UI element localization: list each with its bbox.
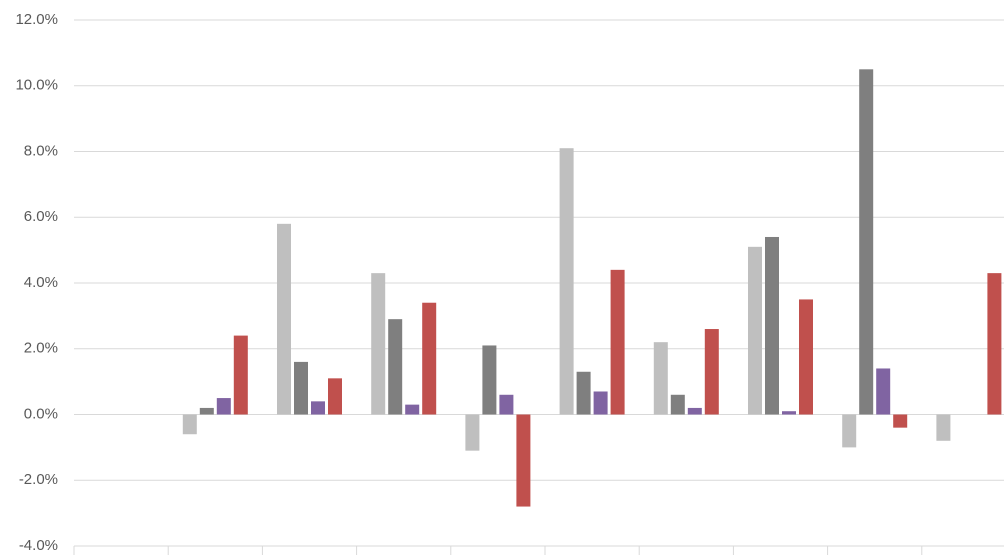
y-tick-label: 8.0% <box>24 142 58 159</box>
bar <box>182 414 197 435</box>
bar <box>987 273 1002 415</box>
bar <box>516 414 531 507</box>
bar <box>893 414 908 428</box>
bar <box>465 414 480 451</box>
y-tick-label: 2.0% <box>24 340 58 357</box>
bar <box>859 69 874 415</box>
bar <box>311 401 325 415</box>
bar <box>405 404 420 415</box>
bar <box>593 391 608 415</box>
x-tick-label: 2014 <box>104 553 137 555</box>
y-tick-label: 4.0% <box>24 274 58 291</box>
x-tick-label: 2015 <box>199 553 232 555</box>
bar <box>499 394 514 415</box>
x-tick-label: 2021 <box>764 553 797 555</box>
bar <box>482 345 497 415</box>
bar <box>748 246 762 415</box>
x-tick-label: 2016 <box>293 553 326 555</box>
y-tick-label: -2.0% <box>19 471 58 488</box>
y-tick-label: 0.0% <box>24 405 58 422</box>
bar <box>799 299 813 415</box>
x-tick-label: 2019 <box>575 553 608 555</box>
bar <box>576 371 591 415</box>
x-tick-label: 2017 <box>387 553 420 555</box>
x-tick-label: 2022 <box>858 553 891 555</box>
bar <box>670 394 685 415</box>
x-tick-label: 2023 <box>952 553 985 555</box>
y-tick-label: 6.0% <box>24 208 58 225</box>
y-tick-label: -4.0% <box>19 537 58 554</box>
bar <box>216 398 231 415</box>
bar <box>294 361 308 415</box>
bar <box>233 335 248 415</box>
bar <box>199 407 214 415</box>
bar <box>653 342 668 415</box>
bar <box>765 236 779 415</box>
bar <box>936 414 951 441</box>
bar <box>610 269 625 415</box>
y-tick-label: 12.0% <box>15 11 58 28</box>
y-tick-label: 10.0% <box>15 77 58 94</box>
bar <box>842 414 857 448</box>
bar <box>422 302 437 415</box>
bar <box>876 368 891 415</box>
bar <box>782 411 796 415</box>
bar <box>559 148 574 415</box>
x-tick-label: 2018 <box>481 553 514 555</box>
bar <box>371 273 386 415</box>
x-tick-label: 2020 <box>670 553 703 555</box>
bar <box>704 329 719 415</box>
bar <box>277 223 291 415</box>
bar <box>328 378 342 415</box>
bar <box>687 407 702 415</box>
bar <box>388 319 403 415</box>
